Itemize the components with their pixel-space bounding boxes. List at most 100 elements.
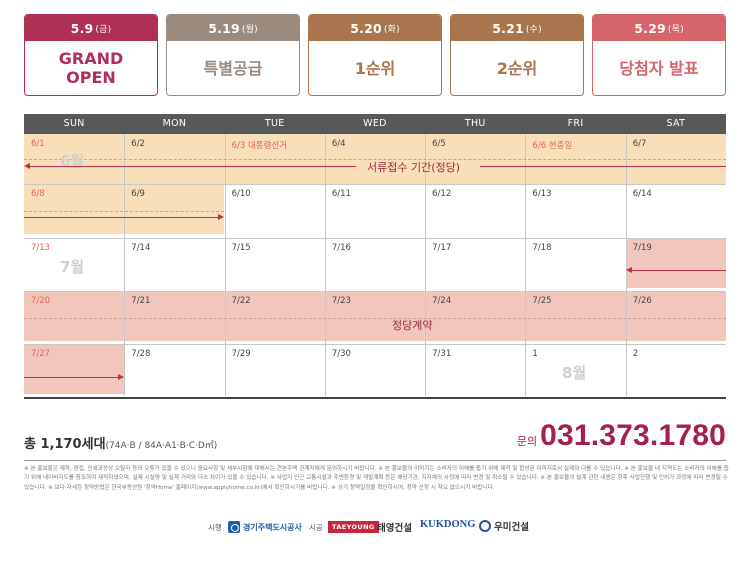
- inquiry-phone[interactable]: 031.373.1780: [540, 419, 726, 452]
- woomi-logo-icon: [479, 520, 491, 532]
- calendar-header: [24, 114, 726, 134]
- calendar-day: 7/21: [131, 296, 151, 306]
- calendar-day: 7/20: [31, 296, 51, 306]
- schedule-tab-label: GRAND OPEN: [58, 49, 124, 87]
- arrow-right-icon: [118, 374, 124, 380]
- calendar-day: 7/19: [632, 243, 652, 253]
- schedule-tab-special-supply: 5.19 (월) 특별공급: [166, 14, 300, 96]
- contract-period-band: [24, 291, 726, 341]
- builder-label: 시공: [309, 523, 323, 532]
- notes-divider: [24, 460, 726, 461]
- contract-period-line: [24, 377, 118, 378]
- taeyoung-logo: TAEYOUNG: [328, 521, 379, 533]
- calendar-day: 2: [632, 349, 639, 359]
- schedule-tab-grand-open: 5.9 (금) GRAND OPEN: [24, 14, 158, 96]
- calendar-day: 6/6 현충일: [532, 141, 573, 151]
- builder-name: 태영건설: [377, 523, 412, 534]
- grid-line: [124, 134, 125, 396]
- woomi-logo: 우미건설: [479, 519, 529, 533]
- calendar-day: 7/16: [331, 243, 351, 253]
- schedule-tab-label: 1순위: [354, 58, 396, 78]
- grid-line: [24, 238, 726, 239]
- document-period-line: [28, 166, 356, 167]
- grid-line: [525, 134, 526, 396]
- calendar-day: 7/14: [131, 243, 151, 253]
- calendar-day: 7/25: [532, 296, 552, 306]
- month-label-august: 8월: [562, 364, 587, 382]
- calendar-day: 7/26: [632, 296, 652, 306]
- calendar-day: 6/13: [532, 189, 552, 199]
- calendar-day: 7/24: [432, 296, 452, 306]
- weekday-header-fri: FRI: [567, 118, 584, 129]
- total-units-types: (74A·B / 84A·A1·B·C·D㎡): [105, 441, 218, 451]
- arrow-right-icon: [218, 214, 224, 220]
- inquiry-label: 문의: [516, 435, 538, 448]
- document-period-line: [24, 217, 218, 218]
- calendar-day: 7/31: [432, 349, 452, 359]
- developer-name: 경기주택도시공사: [243, 522, 302, 532]
- month-label-june: 6월: [60, 152, 85, 170]
- band-divider: [24, 318, 726, 319]
- weekday-header-wed: WED: [363, 118, 387, 129]
- calendar-bottom-rule: [24, 397, 726, 399]
- arrow-left-icon: [24, 163, 30, 169]
- weekday-header-tue: TUE: [264, 118, 285, 129]
- grid-line: [626, 134, 627, 396]
- calendar: SUN MON TUE WED THU FRI SAT 6/1 6/2 6/3 대통령선거 6/4…: [24, 114, 726, 396]
- schedule-tab-date: 5.19 (월): [167, 15, 299, 41]
- calendar-day: 7/22: [231, 296, 251, 306]
- schedule-tab-label: 2순위: [496, 58, 538, 78]
- contract-period-line: [630, 270, 726, 271]
- calendar-day: 7/30: [331, 349, 351, 359]
- calendar-day: 6/10: [231, 189, 251, 199]
- calendar-day: 6/7: [632, 139, 647, 149]
- band-divider: [24, 159, 726, 160]
- calendar-day: 6/2: [131, 139, 145, 149]
- calendar-day: 6/1: [31, 139, 45, 149]
- grid-line: [425, 134, 426, 396]
- kukdong-logo: KUKDONG: [420, 519, 476, 530]
- calendar-day: 7/13: [31, 243, 51, 253]
- schedule-tabs: 5.9 (금) GRAND OPEN 5.19 (월) 특별공급 5.20 (화) 1순…: [24, 14, 726, 96]
- disclaimer-notes: ※ 본 홍보물은 제작, 편집, 인쇄과정상 오탈자 등의 오류가 있을 수 있…: [24, 466, 729, 491]
- calendar-day: 6/12: [432, 189, 452, 199]
- schedule-tab-first-priority: 5.20 (화) 1순위: [308, 14, 442, 96]
- weekday-header-thu: THU: [464, 118, 486, 129]
- calendar-day: 7/15: [231, 243, 251, 253]
- month-label-july: 7월: [60, 258, 85, 276]
- calendar-day: 7/28: [131, 349, 151, 359]
- calendar-day: 6/8: [31, 189, 45, 199]
- footer-logos: 시행 경기주택도시공사 시공 TAEYOUNG 태영건설 KUKDONG 우미건…: [0, 518, 744, 538]
- calendar-day: 6/9: [131, 189, 145, 199]
- gh-logo-icon: [228, 521, 240, 533]
- schedule-tab-winner-announcement: 5.29 (목) 당첨자 발표: [592, 14, 726, 96]
- arrow-left-icon: [626, 267, 632, 273]
- schedule-tab-date: 5.9 (금): [25, 15, 157, 41]
- total-units: 총 1,170세대(74A·B / 84A·A1·B·C·D㎡): [24, 433, 217, 452]
- calendar-day: 1: [532, 349, 538, 359]
- contract-period-band: [626, 238, 726, 288]
- document-period-label: 서류접수 기간(정당): [367, 161, 461, 174]
- schedule-tab-second-priority: 5.21 (수) 2순위: [450, 14, 584, 96]
- calendar-day: 6/5: [432, 139, 446, 149]
- calendar-day: 7/18: [532, 243, 552, 253]
- grid-line: [24, 291, 726, 292]
- total-units-main: 총 1,170세대: [24, 437, 106, 452]
- schedule-tab-date: 5.21 (수): [451, 15, 583, 41]
- grid-line: [24, 184, 726, 185]
- schedule-tab-label: 특별공급: [203, 58, 263, 78]
- calendar-day: 6/11: [331, 189, 351, 199]
- woomi-name: 우미건설: [494, 522, 529, 533]
- schedule-tab-label: 당첨자 발표: [619, 58, 699, 78]
- inquiry: 문의 031.373.1780: [517, 419, 726, 453]
- calendar-day: 6/3 대통령선거: [231, 141, 288, 151]
- developer-label: 시행: [208, 523, 222, 532]
- calendar-day: 6/4: [331, 139, 346, 149]
- grid-line: [325, 134, 326, 396]
- calendar-day: 7/17: [432, 243, 452, 253]
- calendar-day: 7/27: [31, 349, 51, 359]
- band-divider: [24, 211, 224, 212]
- weekday-header-mon: MON: [162, 118, 187, 129]
- document-period-line: [480, 166, 726, 167]
- schedule-tab-date: 5.20 (화): [309, 15, 441, 41]
